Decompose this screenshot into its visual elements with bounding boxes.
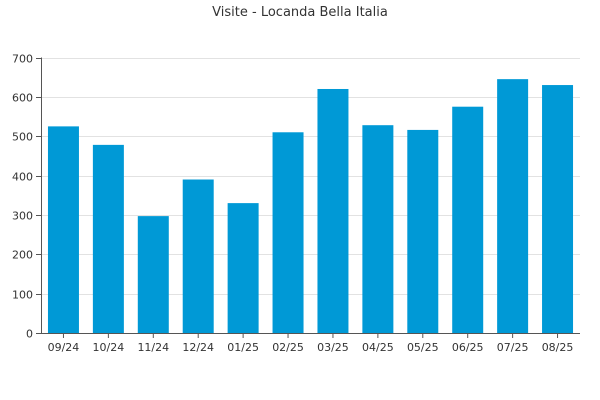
x-tick-label: 12/24 — [182, 341, 214, 354]
bar — [137, 216, 169, 333]
y-tick-label: 100 — [12, 289, 33, 302]
bar — [182, 179, 214, 333]
x-tick-labels: 09/24 10/24 11/24 12/24 01/25 02/25 03/25 04/25… — [48, 341, 574, 354]
x-tick-label: 11/24 — [137, 341, 169, 354]
bar — [272, 132, 304, 333]
bar — [452, 106, 484, 333]
x-tick-label: 01/25 — [227, 341, 259, 354]
y-tick-label: 500 — [12, 131, 33, 144]
x-tick-label: 06/25 — [452, 341, 484, 354]
bar — [362, 125, 394, 334]
y-tick-label: 0 — [26, 328, 33, 341]
bar — [227, 203, 259, 333]
y-tick-label: 700 — [12, 53, 33, 66]
bar — [47, 126, 79, 333]
bar — [542, 85, 574, 333]
bar — [92, 144, 124, 333]
axes — [36, 57, 580, 338]
x-tick-label: 04/25 — [362, 341, 394, 354]
y-tick-labels: 0 100 200 300 400 500 600 700 — [12, 53, 33, 341]
bar — [317, 88, 349, 333]
x-tick-label: 09/24 — [48, 341, 80, 354]
x-tick-label: 05/25 — [407, 341, 439, 354]
gridlines — [41, 58, 580, 295]
bar — [497, 79, 529, 334]
chart-title: Visite - Locanda Bella Italia — [212, 5, 388, 20]
y-tick-label: 200 — [12, 249, 33, 262]
x-tick-label: 02/25 — [272, 341, 304, 354]
y-tick-label: 400 — [12, 171, 33, 184]
x-tick-label: 07/25 — [497, 341, 529, 354]
y-tick-label: 300 — [12, 210, 33, 223]
x-tick-label: 08/25 — [542, 341, 574, 354]
y-tick-label: 600 — [12, 92, 33, 105]
x-tick-label: 10/24 — [93, 341, 125, 354]
x-tick-label: 03/25 — [317, 341, 349, 354]
bar — [407, 129, 439, 333]
bars — [47, 79, 574, 334]
